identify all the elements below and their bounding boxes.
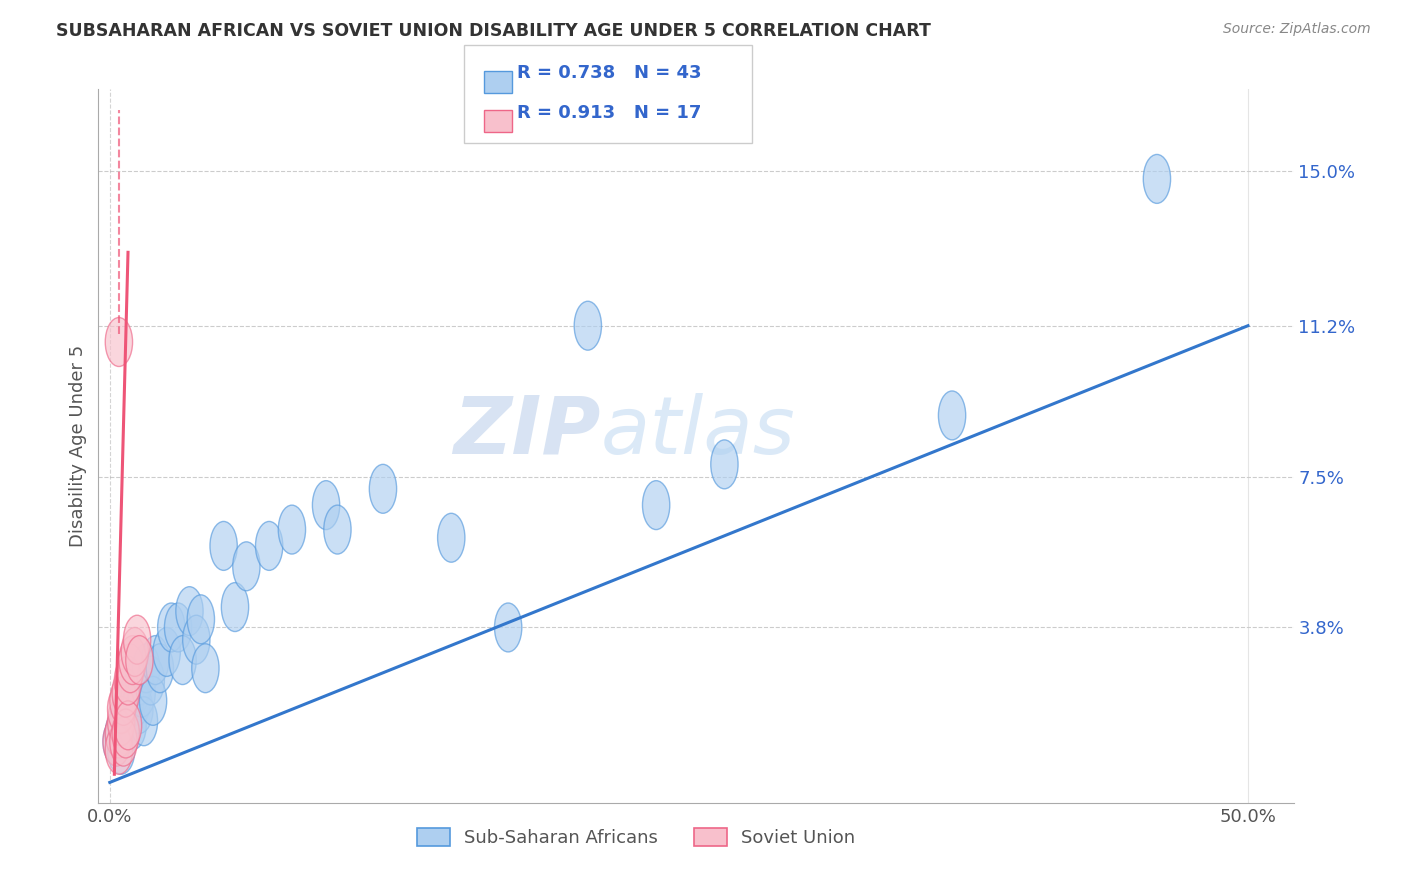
Text: R = 0.738   N = 43: R = 0.738 N = 43	[517, 64, 702, 82]
Ellipse shape	[103, 717, 131, 766]
Ellipse shape	[125, 636, 153, 684]
Ellipse shape	[112, 668, 139, 717]
Ellipse shape	[120, 701, 146, 750]
Ellipse shape	[117, 644, 143, 693]
Ellipse shape	[124, 676, 150, 725]
Ellipse shape	[125, 656, 153, 705]
Ellipse shape	[112, 684, 139, 733]
Ellipse shape	[1143, 154, 1171, 203]
Ellipse shape	[131, 697, 157, 746]
Ellipse shape	[370, 465, 396, 513]
Ellipse shape	[256, 522, 283, 570]
Ellipse shape	[121, 627, 149, 676]
Ellipse shape	[176, 587, 202, 636]
Ellipse shape	[114, 701, 142, 750]
Ellipse shape	[107, 697, 135, 746]
Ellipse shape	[191, 644, 219, 693]
Ellipse shape	[323, 505, 352, 554]
Ellipse shape	[128, 668, 155, 717]
Ellipse shape	[121, 668, 149, 717]
Ellipse shape	[495, 603, 522, 652]
Legend: Sub-Saharan Africans, Soviet Union: Sub-Saharan Africans, Soviet Union	[411, 821, 862, 855]
Ellipse shape	[165, 603, 191, 652]
Ellipse shape	[312, 481, 340, 530]
Ellipse shape	[114, 656, 142, 705]
Ellipse shape	[110, 697, 138, 746]
Text: Source: ZipAtlas.com: Source: ZipAtlas.com	[1223, 22, 1371, 37]
Ellipse shape	[110, 717, 138, 766]
Ellipse shape	[169, 636, 197, 684]
Ellipse shape	[107, 725, 135, 774]
Ellipse shape	[278, 505, 305, 554]
Ellipse shape	[125, 684, 153, 733]
Ellipse shape	[157, 603, 186, 652]
Ellipse shape	[938, 391, 966, 440]
Ellipse shape	[112, 705, 139, 754]
Ellipse shape	[105, 709, 132, 758]
Ellipse shape	[132, 644, 160, 693]
Ellipse shape	[120, 636, 146, 684]
Ellipse shape	[233, 541, 260, 591]
Ellipse shape	[146, 644, 173, 693]
Ellipse shape	[138, 656, 165, 705]
Ellipse shape	[574, 301, 602, 351]
Text: R = 0.913   N = 17: R = 0.913 N = 17	[517, 104, 702, 122]
Ellipse shape	[103, 717, 131, 766]
Ellipse shape	[107, 684, 135, 733]
Text: ZIP: ZIP	[453, 392, 600, 471]
Ellipse shape	[124, 615, 150, 665]
Ellipse shape	[105, 709, 132, 758]
Ellipse shape	[105, 318, 132, 367]
Ellipse shape	[153, 627, 180, 676]
Ellipse shape	[437, 513, 465, 562]
Ellipse shape	[117, 676, 143, 725]
Ellipse shape	[221, 582, 249, 632]
Ellipse shape	[114, 693, 142, 741]
Ellipse shape	[187, 595, 215, 644]
Ellipse shape	[183, 615, 209, 665]
Ellipse shape	[643, 481, 669, 530]
Ellipse shape	[711, 440, 738, 489]
Ellipse shape	[209, 522, 238, 570]
Ellipse shape	[110, 676, 138, 725]
Ellipse shape	[112, 709, 139, 758]
Text: SUBSAHARAN AFRICAN VS SOVIET UNION DISABILITY AGE UNDER 5 CORRELATION CHART: SUBSAHARAN AFRICAN VS SOVIET UNION DISAB…	[56, 22, 931, 40]
Ellipse shape	[105, 725, 132, 774]
Y-axis label: Disability Age Under 5: Disability Age Under 5	[69, 345, 87, 547]
Ellipse shape	[139, 676, 167, 725]
Ellipse shape	[142, 636, 169, 684]
Text: atlas: atlas	[600, 392, 796, 471]
